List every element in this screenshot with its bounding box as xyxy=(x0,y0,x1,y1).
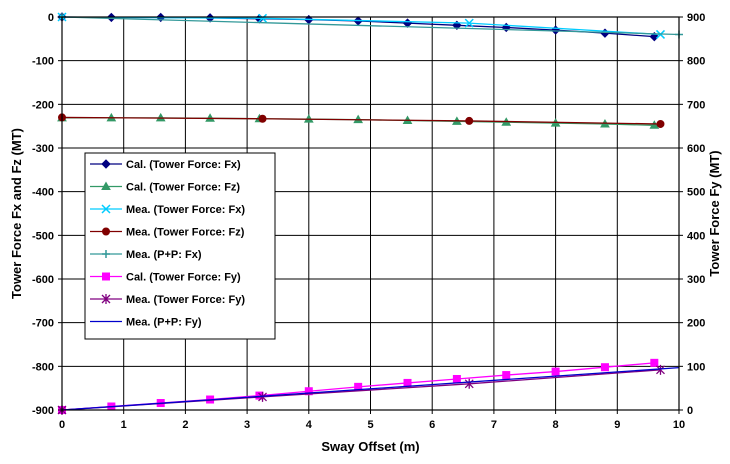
x-tick-label: 9 xyxy=(614,419,620,431)
legend-entry: Cal. (Tower Force: Fy) xyxy=(90,272,241,284)
data-point xyxy=(649,120,660,129)
grid xyxy=(62,17,679,410)
y-left-tick-label: -500 xyxy=(32,230,54,242)
legend-marker xyxy=(101,204,111,214)
legend-label: Mea. (Tower Force: Fy) xyxy=(126,294,245,306)
y-right-tick-label: 200 xyxy=(687,318,705,330)
legend: Cal. (Tower Force: Fx) Cal. (Tower Force:… xyxy=(84,152,276,340)
legend-entry: Mea. (P+P: Fy) xyxy=(90,317,202,329)
series-line xyxy=(61,116,661,125)
y-left-tick-label: -700 xyxy=(32,318,54,330)
y-axis-left-title: Tower Force Fx and Fz (MT) xyxy=(9,128,24,299)
ticks: 0 1 2 3 4 5 6 7 8 9 100-100-200-300-400-500-600-70… xyxy=(32,12,705,431)
y-right-tick-label: 100 xyxy=(687,361,705,373)
y-right-tick-label: 400 xyxy=(687,230,705,242)
y-right-tick-label: 900 xyxy=(687,12,705,24)
data-point xyxy=(258,114,267,123)
x-tick-label: 6 xyxy=(429,419,435,431)
legend-marker xyxy=(101,294,111,304)
x-tick-label: 8 xyxy=(553,419,559,431)
data-point xyxy=(258,391,267,402)
x-tick-label: 1 xyxy=(121,419,127,431)
data-point xyxy=(452,374,461,383)
data-point xyxy=(656,119,665,128)
x-tick-label: 10 xyxy=(673,419,685,431)
series-line xyxy=(61,366,680,411)
y-left-tick-label: 0 xyxy=(48,12,54,24)
data-point xyxy=(464,18,474,28)
legend-entry: Cal. (Tower Force: Fx) xyxy=(90,159,241,171)
legend-label: Mea. (P+P: Fy) xyxy=(126,317,202,329)
data-point xyxy=(650,358,659,367)
y-left-tick-label: -300 xyxy=(32,143,54,155)
legend-label: Cal. (Tower Force: Fz) xyxy=(126,182,240,194)
data-point xyxy=(403,378,412,387)
y-right-tick-label: 500 xyxy=(687,187,705,199)
legend-entry: Cal. (Tower Force: Fz) xyxy=(90,181,240,194)
legend-marker xyxy=(102,227,110,236)
legend-label: Cal. (Tower Force: Fx) xyxy=(126,159,241,171)
series-line xyxy=(61,16,680,36)
y-left-tick-label: -400 xyxy=(32,187,54,199)
x-tick-label: 2 xyxy=(182,419,188,431)
data-point xyxy=(155,112,166,122)
data-point xyxy=(600,363,609,372)
data-point xyxy=(257,13,268,23)
y-right-tick-label: 600 xyxy=(687,143,705,155)
series-line xyxy=(61,16,661,36)
y-left-tick-label: -200 xyxy=(32,99,54,111)
y-right-tick-label: 800 xyxy=(687,56,705,68)
y-left-tick-label: -800 xyxy=(32,361,54,373)
legend-label: Mea. (Tower Force: Fz) xyxy=(126,227,245,239)
data-point xyxy=(464,378,474,389)
legend-entry: Mea. (P+P: Fx) xyxy=(90,249,202,261)
legend-entry: Mea. (Tower Force: Fz) xyxy=(90,227,245,239)
data-point xyxy=(304,387,313,396)
x-tick-label: 7 xyxy=(491,419,497,431)
data-point xyxy=(465,116,474,125)
x-tick-label: 4 xyxy=(306,419,313,431)
legend-entry: Mea. (Tower Force: Fx) xyxy=(90,204,245,216)
y-axis-right-title: Tower Force Fy (MT) xyxy=(707,150,722,276)
legend-label: Mea. (P+P: Fx) xyxy=(126,249,202,261)
y-right-tick-label: 700 xyxy=(687,99,705,111)
legend-box xyxy=(84,152,276,340)
y-left-tick-label: -900 xyxy=(32,405,54,417)
series-8 xyxy=(61,366,680,411)
y-right-tick-label: 300 xyxy=(687,274,705,286)
data-point xyxy=(502,371,511,380)
legend-label: Cal. (Tower Force: Fy) xyxy=(126,272,241,284)
legend-marker xyxy=(101,159,111,169)
y-left-tick-label: -600 xyxy=(32,274,54,286)
legend-entry: Mea. (Tower Force: Fy) xyxy=(90,294,245,306)
data-point xyxy=(656,364,665,375)
data-point xyxy=(551,367,560,376)
x-tick-label: 5 xyxy=(367,419,373,431)
legend-label: Mea. (Tower Force: Fx) xyxy=(126,204,245,216)
legend-marker xyxy=(102,272,110,281)
y-left-tick-label: -100 xyxy=(32,56,54,68)
legend-marker xyxy=(102,250,110,258)
x-tick-label: 3 xyxy=(244,419,250,431)
x-axis-title: Sway Offset (m) xyxy=(321,439,419,454)
x-tick-label: 0 xyxy=(59,419,65,431)
y-right-tick-label: 0 xyxy=(687,405,693,417)
legend-marker xyxy=(101,181,111,190)
